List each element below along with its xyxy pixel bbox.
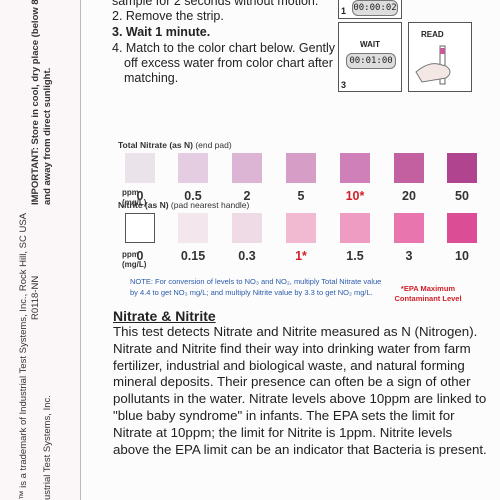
unit: ppm (mg/L) [122, 250, 146, 270]
swatch-label: 1* [295, 249, 307, 263]
pad-position: (pad nearest handle) [170, 200, 250, 210]
step: 4. Match to the color chart below. Gentl… [112, 41, 356, 85]
swatch-label: 0.5 [184, 189, 202, 203]
color-swatch [286, 213, 316, 243]
hand [415, 63, 451, 83]
pad-position: (end pad) [195, 140, 232, 150]
color-swatch [125, 213, 155, 243]
step: 2. Remove the strip. [112, 9, 224, 23]
color-swatch [232, 213, 262, 243]
color-swatch [447, 213, 477, 243]
panel-label: READ [421, 30, 444, 39]
color-swatch [178, 153, 208, 183]
unit-line: ppm [122, 188, 139, 197]
swatch-label: 3 [405, 249, 413, 263]
swatch-label: 50 [455, 189, 469, 203]
swatch-label: 0.15 [180, 249, 206, 263]
panel-number: 1 [341, 6, 347, 16]
storage-note: IMPORTANT: Store in cool, dry place (bel… [30, 0, 41, 205]
swatch-label: 5 [297, 189, 305, 203]
swatch-label: 10* [345, 189, 365, 203]
read-illustration [415, 45, 451, 85]
color-swatch [447, 153, 477, 183]
chart-header: Total Nitrate (as N) (end pad) [118, 140, 232, 150]
chart-header: Nitrite (as N) (pad nearest handle) [118, 200, 249, 210]
step: sample for 2 seconds without motion. [112, 0, 319, 8]
epa-note: *EPA Maximum Contaminant Level [394, 284, 462, 303]
panel-number: 3 [341, 80, 347, 90]
color-swatch [286, 153, 316, 183]
panel-label: WAIT [360, 40, 380, 49]
unit: ppm (mg/L) [122, 188, 146, 208]
color-swatch [340, 213, 370, 243]
trademark: ™ is a trademark of Industrial Test Syst… [18, 212, 29, 500]
chart-title: Nitrite (as N) [118, 200, 169, 210]
storage-note: and away from direct sunlight. [42, 67, 53, 205]
color-swatch [125, 153, 155, 183]
swatch-label: 1.5 [346, 249, 364, 263]
color-swatch [340, 153, 370, 183]
code: R0118-NN [30, 275, 41, 320]
swatch-label: 0 [136, 249, 144, 263]
color-swatch [232, 153, 262, 183]
color-swatch [178, 213, 208, 243]
conversion-note: NOTE: For conversion of levels to NO₃ an… [130, 277, 382, 297]
unit-line: (mg/L) [122, 198, 147, 207]
swatch-label: 10 [455, 249, 469, 263]
section-body: This test detects Nitrate and Nitrite me… [113, 324, 487, 457]
side-strip [0, 0, 81, 500]
swatch-label: 0.3 [238, 249, 256, 263]
swatch-label: 0 [136, 189, 144, 203]
timer-display: 00:01:00 [346, 53, 396, 69]
timer-display: 00:00:02 [352, 0, 398, 16]
color-swatch [394, 213, 424, 243]
swatch-label: 20 [402, 189, 416, 203]
section-title: Nitrate & Nitrite [113, 308, 216, 324]
step: 3. Wait 1 minute. [112, 25, 211, 39]
color-swatch [394, 153, 424, 183]
swatch-label: 2 [243, 189, 251, 203]
strip-pad [440, 48, 445, 54]
unit-line: ppm [122, 250, 139, 259]
trademark: ustrial Test Systems, Inc. [42, 395, 53, 500]
unit-line: (mg/L) [122, 260, 147, 269]
chart-title: Total Nitrate (as N) [118, 140, 193, 150]
